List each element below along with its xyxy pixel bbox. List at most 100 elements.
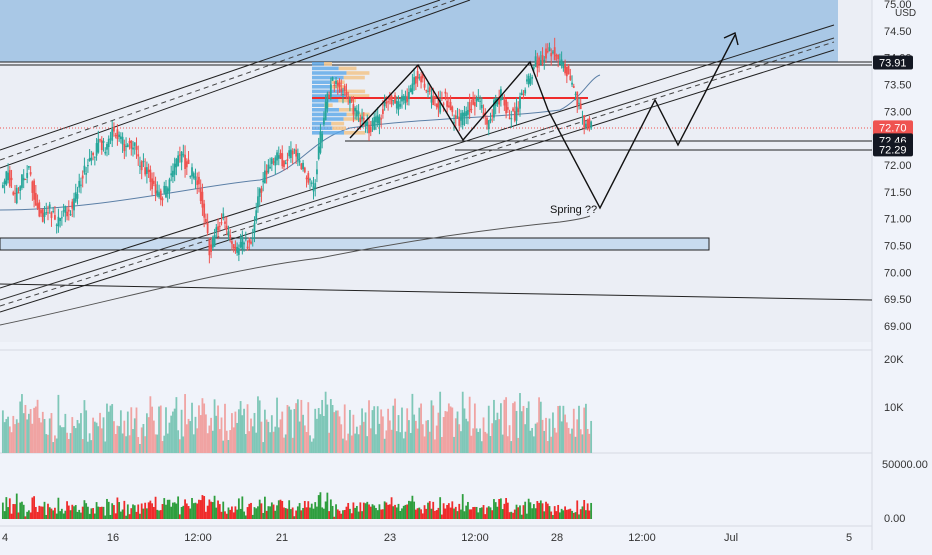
volume-bar bbox=[373, 406, 376, 453]
indicator-bar bbox=[248, 503, 251, 519]
supply-zone[interactable] bbox=[0, 0, 838, 62]
indicator-bar bbox=[40, 506, 42, 519]
volume-bar bbox=[172, 411, 174, 453]
price-axis[interactable]: 75.0074.5074.0073.5073.0072.5072.0071.50… bbox=[884, 0, 912, 333]
time-tick: 21 bbox=[276, 532, 288, 544]
indicator-bar bbox=[210, 501, 213, 519]
indicator-bar bbox=[173, 502, 176, 519]
candle-body bbox=[520, 92, 523, 96]
upper-channel-line[interactable] bbox=[0, 0, 441, 151]
volume-bar bbox=[217, 405, 219, 453]
volume-bar bbox=[430, 400, 433, 453]
volume-bar bbox=[17, 422, 20, 453]
candle-body bbox=[578, 102, 580, 104]
candle-body bbox=[324, 101, 327, 121]
demand-box[interactable] bbox=[0, 237, 710, 251]
time-tick: 4 bbox=[2, 532, 8, 544]
lower-channel-line[interactable] bbox=[0, 24, 835, 289]
indicator-bar bbox=[300, 510, 303, 519]
volume-bar bbox=[432, 405, 435, 453]
indicator-bar bbox=[581, 506, 584, 519]
indicator-bar bbox=[357, 511, 360, 519]
candle-body bbox=[222, 213, 225, 217]
price-tick: 71.00 bbox=[884, 214, 912, 226]
volume-bar bbox=[177, 430, 180, 453]
channel-midlines[interactable] bbox=[0, 0, 835, 307]
candle-body bbox=[262, 180, 265, 183]
candle-body bbox=[88, 157, 91, 161]
volume-bar bbox=[349, 409, 351, 453]
candle-body bbox=[404, 95, 407, 104]
indicator-bar bbox=[106, 498, 108, 519]
candle-body bbox=[52, 210, 55, 212]
upper-channel-line-2[interactable] bbox=[0, 0, 471, 169]
candle-body bbox=[524, 89, 527, 94]
volume-bar bbox=[477, 431, 480, 453]
volume-profile-up bbox=[312, 121, 332, 126]
candle-body bbox=[217, 226, 219, 231]
volume-bar bbox=[515, 410, 518, 453]
candle-body bbox=[402, 96, 405, 101]
indicator-bar bbox=[175, 503, 178, 519]
candle-body bbox=[180, 151, 183, 163]
volume-bar bbox=[128, 435, 131, 453]
indicator-bar bbox=[220, 511, 223, 519]
volume-bar bbox=[534, 423, 537, 453]
volume-bar bbox=[142, 423, 145, 453]
indicator-bar bbox=[354, 507, 357, 519]
projected-path-line[interactable] bbox=[349, 34, 736, 210]
candle-body bbox=[257, 196, 259, 208]
indicator-bar bbox=[104, 515, 107, 519]
candle-body bbox=[93, 156, 96, 158]
candle-body bbox=[83, 165, 86, 173]
candle-body bbox=[513, 111, 516, 121]
volume-bar bbox=[147, 417, 150, 453]
indicator-bar bbox=[536, 501, 539, 519]
candle-body bbox=[253, 223, 256, 233]
candle-body bbox=[340, 88, 343, 92]
price-tick: 70.00 bbox=[884, 267, 912, 279]
candle-body bbox=[189, 176, 192, 178]
volume-bar bbox=[10, 432, 13, 453]
volume-bar bbox=[239, 401, 242, 453]
indicator-bar bbox=[71, 504, 74, 519]
candle-body bbox=[553, 47, 556, 61]
candle-body bbox=[409, 88, 412, 93]
indicator-bar bbox=[38, 505, 41, 519]
lower-channel-line-2[interactable] bbox=[0, 49, 835, 313]
volume-bar bbox=[557, 406, 560, 453]
volume-bar bbox=[211, 430, 214, 453]
candle-body bbox=[225, 225, 228, 230]
volume-bar bbox=[517, 437, 520, 453]
candle-body bbox=[220, 222, 223, 224]
candle-body bbox=[277, 155, 280, 159]
candle-body bbox=[394, 95, 396, 104]
volume-bar bbox=[333, 412, 336, 453]
volume-bar bbox=[352, 414, 355, 453]
volume-bars bbox=[1, 391, 593, 453]
candle-body bbox=[428, 87, 431, 92]
long-support-line[interactable] bbox=[0, 283, 873, 301]
channel-lines[interactable] bbox=[0, 0, 873, 313]
volume-bar bbox=[536, 422, 539, 453]
indicator-bar bbox=[572, 512, 575, 519]
volume-bar bbox=[498, 419, 501, 453]
candle-body bbox=[236, 246, 239, 253]
volume-bar bbox=[460, 431, 462, 453]
time-axis[interactable]: 4 16 12:00 21 23 12:00 28 12:00 Jul 5 bbox=[2, 532, 852, 544]
candle-body bbox=[357, 111, 360, 115]
lower-channel-midline[interactable] bbox=[0, 41, 835, 307]
indicator-bar bbox=[342, 510, 344, 519]
indicator-bar bbox=[137, 504, 140, 519]
indicator-bar bbox=[177, 496, 180, 519]
indicator-bar bbox=[172, 502, 174, 519]
candle-body bbox=[43, 212, 46, 217]
volume-bar bbox=[236, 422, 239, 453]
candle-body bbox=[69, 214, 72, 216]
candle-body bbox=[413, 77, 416, 85]
lower-channel-line-3[interactable] bbox=[0, 37, 835, 301]
indicator-bar bbox=[139, 513, 141, 519]
indicator-bar bbox=[243, 511, 245, 519]
